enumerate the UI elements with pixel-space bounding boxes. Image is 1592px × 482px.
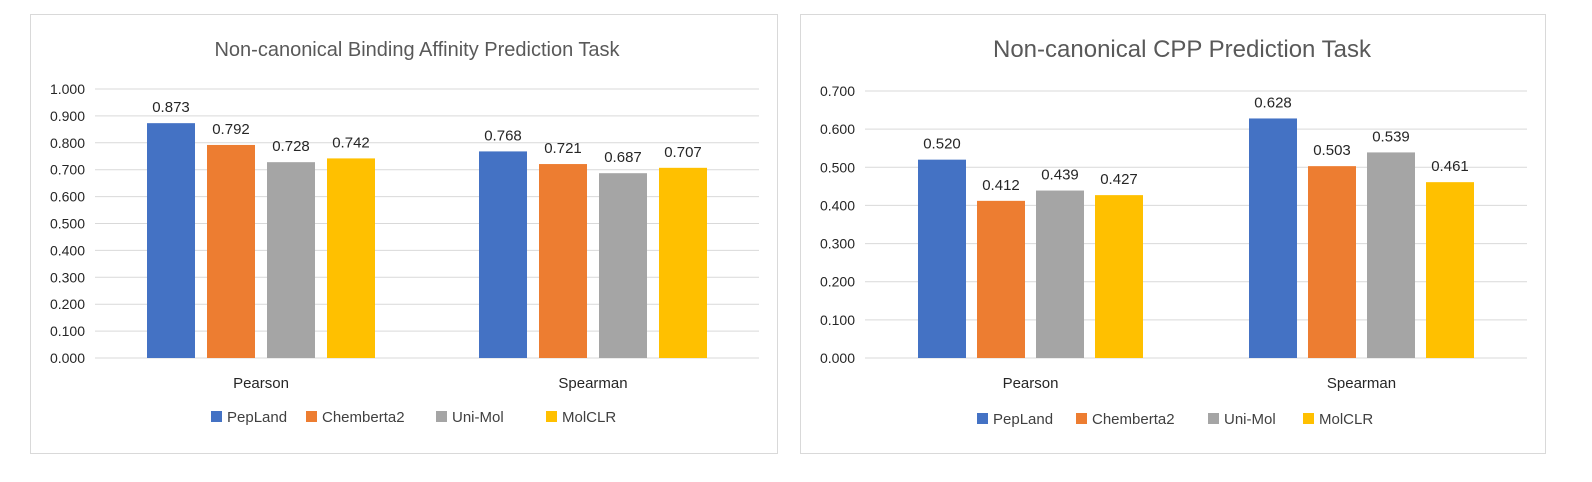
bar-chemberta2-pearson (977, 200, 1025, 358)
y-tick-label: 0.600 (820, 121, 855, 137)
category-label: Pearson (1003, 375, 1059, 392)
y-tick-label: 0.300 (820, 236, 855, 252)
legend-swatch (1303, 413, 1314, 424)
legend-label: MolCLR (562, 409, 616, 426)
bar-pepland-pearson (918, 159, 966, 358)
legend-label: MolCLR (1319, 411, 1373, 428)
data-label: 0.427 (1100, 171, 1138, 188)
y-tick-label: 0.300 (50, 269, 85, 285)
bar-uni-mol-spearman (599, 173, 647, 358)
y-tick-label: 0.200 (50, 296, 85, 312)
y-tick-label: 0.700 (820, 83, 855, 99)
bar-molclr-pearson (1095, 195, 1143, 358)
legend-swatch (211, 411, 222, 422)
data-label: 0.721 (544, 140, 582, 157)
bar-molclr-spearman (659, 167, 707, 358)
y-tick-label: 0.700 (50, 162, 85, 178)
data-label: 0.520 (923, 136, 961, 153)
bar-pepland-spearman (1249, 118, 1297, 358)
bar-chemberta2-spearman (1308, 166, 1356, 358)
bar-chemberta2-spearman (539, 164, 587, 358)
y-tick-label: 0.100 (50, 323, 85, 339)
legend-label: Uni-Mol (1224, 411, 1276, 428)
bar-uni-mol-spearman (1367, 152, 1415, 358)
category-label: Spearman (1327, 375, 1396, 392)
data-label: 0.873 (152, 99, 190, 116)
legend-swatch (546, 411, 557, 422)
binding-affinity-chart-svg: Non-canonical Binding Affinity Predictio… (50, 39, 759, 426)
y-tick-label: 0.800 (50, 135, 85, 151)
bar-pepland-spearman (479, 151, 527, 358)
legend-swatch (977, 413, 988, 424)
bar-molclr-pearson (327, 158, 375, 358)
bar-uni-mol-pearson (267, 162, 315, 358)
legend-swatch (1208, 413, 1219, 424)
bar-chemberta2-pearson (207, 144, 255, 358)
data-label: 0.628 (1254, 94, 1292, 111)
data-label: 0.792 (212, 121, 250, 138)
y-tick-label: 0.200 (820, 274, 855, 290)
y-tick-label: 0.500 (50, 216, 85, 232)
data-label: 0.768 (484, 127, 522, 144)
bar-pepland-pearson (147, 123, 195, 359)
legend-swatch (306, 411, 317, 422)
data-label: 0.742 (332, 134, 370, 151)
data-label: 0.728 (272, 138, 310, 155)
legend-label: PepLand (993, 411, 1053, 428)
data-label: 0.412 (982, 177, 1020, 194)
data-label: 0.707 (664, 144, 702, 161)
data-label: 0.461 (1431, 158, 1469, 175)
legend-label: Chemberta2 (1092, 411, 1175, 428)
data-label: 0.687 (604, 149, 642, 166)
y-tick-label: 0.400 (50, 242, 85, 258)
y-tick-label: 0.000 (50, 350, 85, 366)
y-tick-label: 0.600 (50, 189, 85, 205)
y-tick-label: 0.500 (820, 159, 855, 175)
chart-title: Non-canonical Binding Affinity Predictio… (214, 39, 620, 61)
legend-label: PepLand (227, 409, 287, 426)
chart-title: Non-canonical CPP Prediction Task (993, 36, 1372, 63)
category-label: Spearman (558, 375, 627, 392)
category-label: Pearson (233, 375, 289, 392)
data-label: 0.539 (1372, 128, 1410, 145)
binding-affinity-chart: Non-canonical Binding Affinity Predictio… (30, 14, 778, 454)
y-tick-label: 1.000 (50, 81, 85, 97)
data-label: 0.439 (1041, 167, 1079, 184)
bar-molclr-spearman (1426, 182, 1474, 358)
legend-label: Uni-Mol (452, 409, 504, 426)
legend-swatch (1076, 413, 1087, 424)
legend-swatch (436, 411, 447, 422)
y-tick-label: 0.900 (50, 108, 85, 124)
y-tick-label: 0.000 (820, 350, 855, 366)
cpp-chart: Non-canonical CPP Prediction Task 0.000 0.… (800, 14, 1546, 454)
legend-label: Chemberta2 (322, 409, 405, 426)
bar-uni-mol-pearson (1036, 190, 1084, 358)
cpp-chart-svg: Non-canonical CPP Prediction Task 0.000 0.… (820, 36, 1527, 428)
y-tick-label: 0.400 (820, 197, 855, 213)
y-tick-label: 0.100 (820, 312, 855, 328)
data-label: 0.503 (1313, 142, 1351, 159)
